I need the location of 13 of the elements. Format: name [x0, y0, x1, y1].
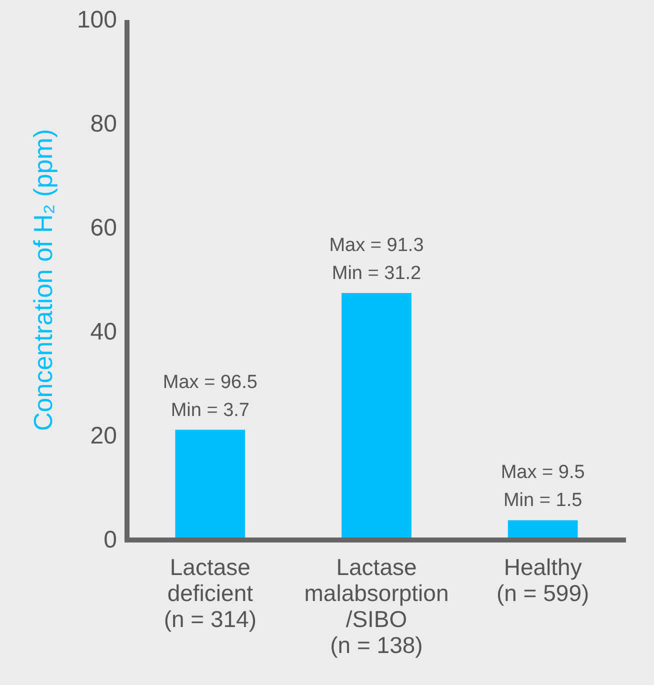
x-tick-label: Healthy (n = 599): [496, 554, 590, 606]
y-tick-label: 60: [90, 214, 117, 242]
annotation: Max = 9.5 Min = 1.5: [500, 462, 585, 512]
y-tick-label: 40: [90, 318, 117, 346]
y-tick-label: 0: [104, 526, 117, 554]
annotation: Max = 96.5 Min = 3.7: [162, 372, 258, 421]
annotation: Max = 91.3 Min = 31.2: [329, 235, 424, 284]
x-tick-label: Lactase malabsorption /SIBO (n = 138): [304, 554, 449, 658]
y-axis-title: Concentration of H₂ (ppm): [28, 129, 58, 431]
x-tick-label: Lactase deficient (n = 314): [164, 554, 257, 632]
y-tick-label: 80: [90, 110, 117, 138]
y-tick-label: 20: [90, 422, 117, 450]
y-tick-label: 100: [76, 6, 117, 34]
